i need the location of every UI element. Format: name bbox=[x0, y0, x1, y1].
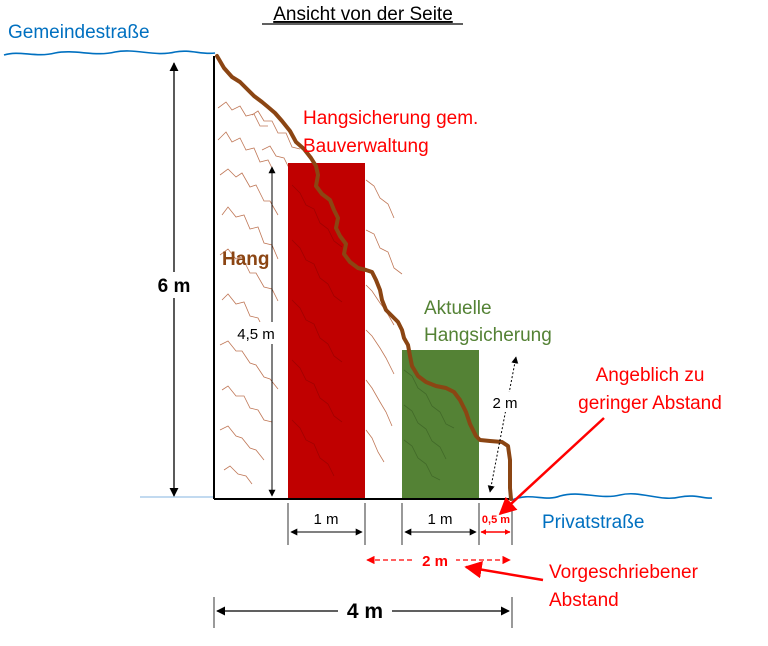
alleged-gap-label-line1: Angeblich zu bbox=[596, 365, 705, 386]
dim-current-width-label: 1 m bbox=[427, 511, 452, 528]
road-label-top: Gemeindestraße bbox=[8, 22, 150, 43]
required-protection-label-line1: Hangsicherung gem. bbox=[303, 108, 478, 129]
road-label-bottom: Privatstraße bbox=[542, 512, 644, 533]
dim-required-width-label: 1 m bbox=[313, 511, 338, 528]
dim-required-width-bg bbox=[309, 509, 345, 529]
current-block-hatching bbox=[403, 369, 455, 481]
prescribed-gap-pointer bbox=[464, 560, 544, 582]
dim-current-height-label: 2 m bbox=[492, 395, 517, 412]
slope-label: Hang bbox=[222, 249, 270, 270]
required-protection-block bbox=[288, 163, 365, 499]
dim-total-height-bg bbox=[150, 272, 198, 298]
dim-total-height-label: 6 m bbox=[158, 276, 191, 297]
dim-required-height-bg bbox=[232, 322, 280, 344]
dim-prescribed-gap-label: 2 m bbox=[422, 553, 448, 570]
dim-current-height-bg bbox=[489, 392, 519, 412]
prescribed-gap-label-line1: Vorgeschriebener bbox=[549, 562, 699, 583]
alleged-gap-label-line2: geringer Abstand bbox=[578, 393, 722, 414]
required-block-hatching bbox=[291, 184, 343, 477]
dim-current-height-arrow bbox=[487, 356, 519, 493]
road-line-bottom bbox=[511, 493, 713, 501]
dim-total-width-label: 4 m bbox=[347, 600, 383, 623]
dim-total-width-bg bbox=[338, 596, 392, 624]
current-protection-block bbox=[402, 350, 479, 499]
dim-required-height-label: 4,5 m bbox=[237, 326, 275, 343]
current-protection-label-line1: Aktuelle bbox=[424, 298, 492, 319]
slope-profile-line bbox=[215, 54, 513, 501]
alleged-gap-pointer bbox=[498, 417, 605, 516]
required-protection-label-line2: Bauverwaltung bbox=[303, 136, 429, 157]
dim-small-gap-label: 0,5 m bbox=[482, 514, 510, 526]
diagram-title: Ansicht von der Seite bbox=[273, 4, 453, 25]
current-protection-label-line2: Hangsicherung bbox=[424, 325, 552, 346]
prescribed-gap-label-line2: Abstand bbox=[549, 590, 619, 611]
dim-current-width-bg bbox=[422, 509, 458, 529]
dim-prescribed-gap-bg bbox=[414, 550, 456, 570]
road-line-top bbox=[3, 50, 216, 56]
